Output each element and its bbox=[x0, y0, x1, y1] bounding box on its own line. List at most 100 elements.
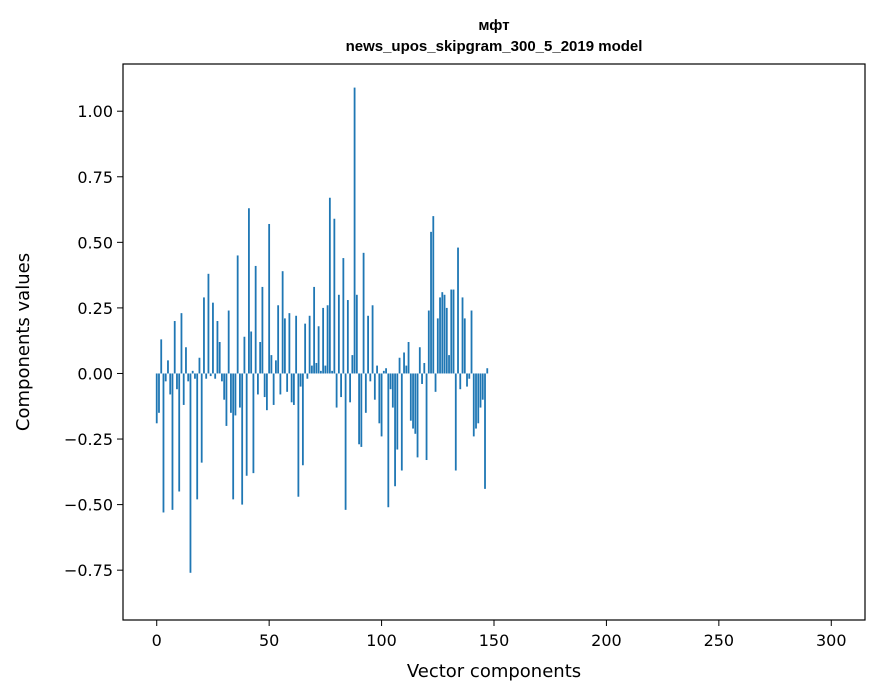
x-axis-label: Vector components bbox=[407, 661, 581, 682]
bar bbox=[423, 362, 426, 374]
bar bbox=[459, 373, 462, 390]
bar bbox=[245, 373, 248, 476]
bar bbox=[358, 373, 360, 445]
bar bbox=[205, 373, 208, 379]
x-tick-label: 0 bbox=[152, 631, 162, 650]
bar bbox=[281, 271, 284, 374]
x-tick-label: 300 bbox=[816, 631, 847, 650]
bar bbox=[187, 373, 190, 382]
bar bbox=[223, 373, 226, 400]
bar bbox=[306, 373, 309, 379]
bar bbox=[477, 373, 480, 424]
bar bbox=[466, 373, 468, 387]
bar bbox=[396, 373, 399, 450]
bar bbox=[275, 360, 277, 374]
bar bbox=[182, 373, 185, 405]
x-axis-ticks: 0 50 100 150 200 250 300 bbox=[152, 620, 847, 650]
bar bbox=[160, 339, 163, 374]
bar bbox=[441, 292, 444, 374]
bar bbox=[421, 373, 423, 384]
bar bbox=[403, 352, 405, 374]
bar bbox=[176, 373, 178, 390]
bar bbox=[234, 373, 237, 416]
bar bbox=[484, 373, 486, 489]
bar bbox=[450, 289, 453, 374]
bar bbox=[394, 373, 396, 487]
bar bbox=[200, 373, 203, 463]
bar bbox=[335, 373, 338, 408]
bar bbox=[155, 373, 158, 424]
bar bbox=[203, 297, 205, 374]
bar bbox=[212, 302, 214, 374]
bar bbox=[418, 347, 421, 374]
bar bbox=[198, 357, 201, 374]
bar bbox=[310, 365, 313, 374]
bar bbox=[385, 368, 387, 374]
y-tick-label: −0.50 bbox=[64, 496, 113, 515]
bar bbox=[169, 373, 172, 395]
bar bbox=[277, 305, 280, 374]
bar bbox=[400, 373, 403, 471]
bar bbox=[236, 255, 239, 374]
y-tick-label: 0.50 bbox=[77, 233, 113, 252]
bar bbox=[472, 373, 475, 437]
bar bbox=[454, 373, 457, 471]
bar bbox=[209, 373, 212, 377]
bar bbox=[239, 373, 241, 408]
bar bbox=[248, 208, 250, 374]
x-tick-label: 150 bbox=[479, 631, 510, 650]
bar bbox=[259, 342, 262, 374]
bar bbox=[468, 373, 471, 379]
bar bbox=[173, 321, 176, 374]
bar bbox=[475, 373, 477, 429]
chart-subtitle: news_upos_skipgram_300_5_2019 model bbox=[346, 38, 643, 55]
bar bbox=[337, 294, 340, 374]
x-tick-label: 250 bbox=[704, 631, 735, 650]
bar bbox=[443, 294, 446, 374]
bar bbox=[191, 370, 194, 374]
x-tick-label: 100 bbox=[366, 631, 397, 650]
bar bbox=[290, 373, 293, 403]
bar bbox=[380, 373, 383, 437]
bar bbox=[225, 373, 228, 426]
bar bbox=[369, 373, 372, 382]
bar bbox=[425, 373, 428, 461]
bar bbox=[254, 265, 257, 374]
bar bbox=[216, 321, 219, 374]
bar bbox=[362, 252, 365, 374]
bar bbox=[367, 315, 369, 374]
bar bbox=[373, 373, 376, 400]
bar bbox=[463, 318, 466, 374]
bar bbox=[376, 365, 378, 374]
bar bbox=[319, 370, 322, 374]
plot-frame bbox=[122, 63, 866, 621]
bar bbox=[324, 365, 327, 374]
bar bbox=[346, 300, 349, 374]
y-tick-label: 0.75 bbox=[77, 168, 113, 187]
bar bbox=[333, 218, 336, 374]
bar bbox=[286, 373, 289, 392]
bar bbox=[452, 289, 455, 374]
bar bbox=[340, 373, 342, 398]
bar bbox=[227, 310, 230, 374]
bar bbox=[295, 315, 298, 374]
bar bbox=[261, 286, 264, 374]
chart-title: мфт bbox=[478, 17, 509, 34]
y-axis-ticks: −0.75 −0.50 −0.25 0.00 0.25 0.50 0.75 1.00 bbox=[64, 102, 123, 580]
bar bbox=[448, 355, 450, 374]
bar bbox=[486, 368, 489, 374]
bar bbox=[405, 365, 408, 374]
bars-group bbox=[155, 87, 489, 573]
bar bbox=[299, 373, 302, 387]
y-tick-label: 0.00 bbox=[77, 364, 113, 383]
bar bbox=[196, 373, 199, 500]
bar bbox=[315, 362, 318, 374]
x-tick-label: 200 bbox=[591, 631, 622, 650]
x-tick-label: 50 bbox=[259, 631, 279, 650]
bar bbox=[257, 373, 259, 395]
bar bbox=[164, 373, 167, 382]
y-tick-label: −0.25 bbox=[64, 430, 113, 449]
bar bbox=[207, 273, 210, 374]
y-tick-label: 0.25 bbox=[77, 299, 113, 318]
